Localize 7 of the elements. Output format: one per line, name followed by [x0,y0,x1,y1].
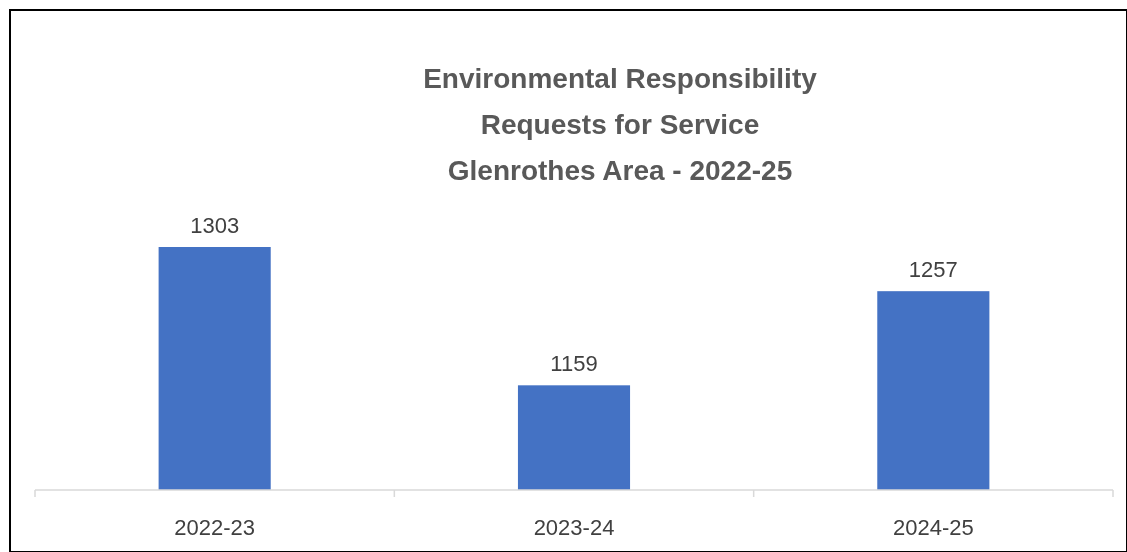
data-label: 1257 [908,257,958,283]
data-label: 1159 [550,351,598,377]
x-tick-label: 2024-25 [892,515,974,540]
x-tick-label: 2023-24 [533,515,615,540]
chart-title: Environmental Responsibility Requests for Service Glenrothes Area - 2022-25 [423,63,818,186]
x-tick-label: 2022-23 [174,515,256,540]
data-label: 1303 [190,213,240,238]
